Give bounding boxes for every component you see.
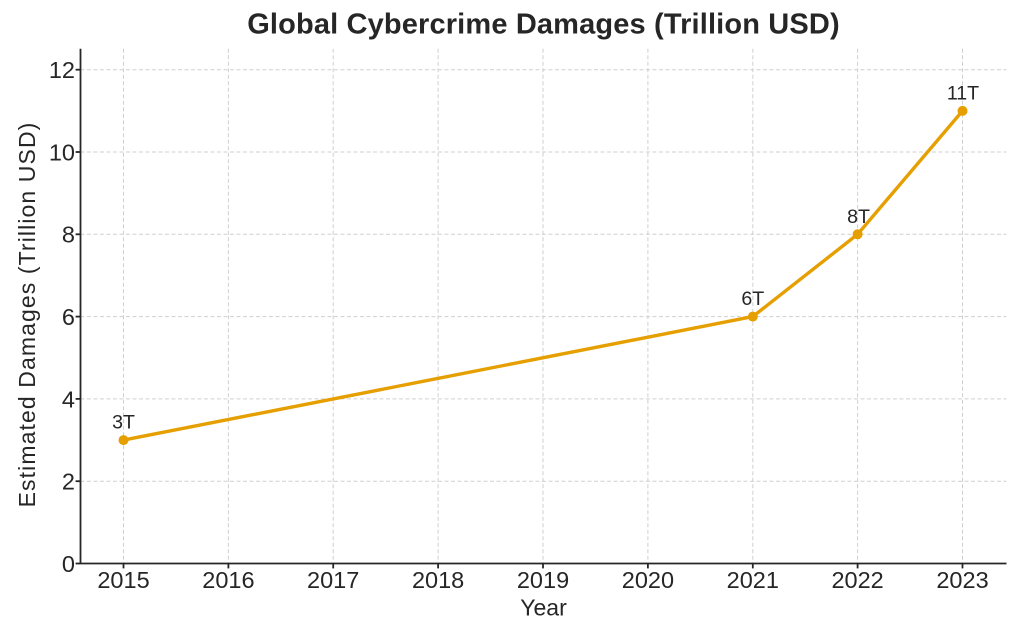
svg-text:Global Cybercrime Damages (Tri: Global Cybercrime Damages (Trillion USD) — [247, 9, 840, 41]
svg-text:6T: 6T — [741, 288, 764, 310]
svg-text:2016: 2016 — [202, 567, 254, 593]
svg-text:4: 4 — [62, 386, 75, 412]
svg-text:12: 12 — [49, 57, 75, 83]
svg-text:2019: 2019 — [517, 567, 569, 593]
svg-text:2022: 2022 — [831, 567, 883, 593]
svg-text:2018: 2018 — [412, 567, 464, 593]
svg-text:Year: Year — [520, 595, 567, 621]
svg-text:10: 10 — [49, 139, 75, 165]
svg-text:3T: 3T — [112, 412, 135, 434]
svg-text:0: 0 — [62, 551, 75, 577]
svg-text:2023: 2023 — [936, 567, 988, 593]
svg-text:Estimated Damages (Trillion US: Estimated Damages (Trillion USD) — [14, 122, 40, 508]
svg-text:2017: 2017 — [307, 567, 359, 593]
svg-text:8: 8 — [62, 222, 75, 248]
svg-text:6: 6 — [62, 304, 75, 330]
svg-text:2: 2 — [62, 469, 75, 495]
svg-text:2020: 2020 — [622, 567, 674, 593]
svg-text:11T: 11T — [947, 82, 979, 104]
svg-text:2021: 2021 — [727, 567, 779, 593]
svg-text:2015: 2015 — [97, 567, 149, 593]
svg-text:8T: 8T — [847, 206, 870, 228]
